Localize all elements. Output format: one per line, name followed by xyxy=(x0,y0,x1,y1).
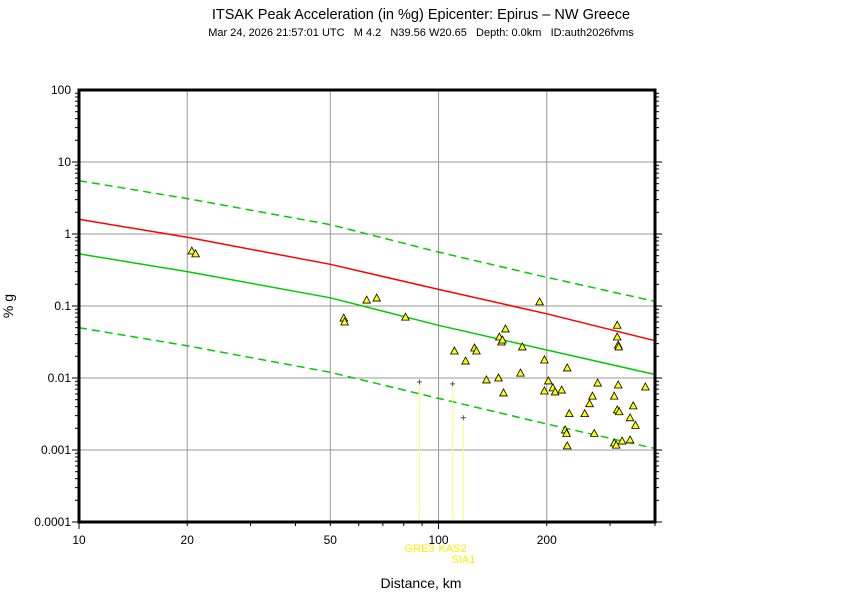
station-label: GRE3 xyxy=(404,543,434,555)
data-point xyxy=(612,320,622,329)
y-tick-label: 100 xyxy=(51,83,71,97)
station-label: SIA1 xyxy=(451,554,475,566)
data-point xyxy=(640,382,650,391)
data-point xyxy=(585,398,594,408)
data-point xyxy=(562,428,572,437)
data-point xyxy=(471,346,481,355)
model-line-3 xyxy=(78,326,656,450)
data-point xyxy=(543,376,553,385)
data-point xyxy=(400,312,410,321)
data-point xyxy=(497,335,507,344)
data-point xyxy=(481,375,491,384)
station-marker xyxy=(450,381,456,387)
x-tick-label: 200 xyxy=(537,533,557,547)
data-point xyxy=(515,368,525,377)
station-marker xyxy=(460,415,466,421)
data-point xyxy=(499,388,508,397)
data-point xyxy=(593,378,603,387)
data-point xyxy=(461,356,471,365)
model-line-0 xyxy=(78,218,656,342)
data-point xyxy=(539,386,549,395)
data-point xyxy=(628,401,638,410)
x-tick-label: 10 xyxy=(72,533,86,547)
y-tick-label: 0.1 xyxy=(54,299,71,313)
model-line-1 xyxy=(78,253,656,376)
data-point xyxy=(550,387,560,396)
y-tick-label: 0.01 xyxy=(48,371,72,385)
station-marker xyxy=(416,379,422,385)
data-point xyxy=(614,406,624,416)
data-point xyxy=(625,412,635,422)
data-point xyxy=(187,246,197,255)
data-point xyxy=(617,436,627,445)
data-point xyxy=(612,332,622,341)
x-tick-label: 20 xyxy=(181,533,195,547)
model-line-2 xyxy=(78,179,656,303)
data-point xyxy=(609,391,619,400)
x-tick-label: 100 xyxy=(429,533,449,547)
y-tick-label: 0.0001 xyxy=(34,515,71,529)
chart-title: ITSAK Peak Acceleration (in %g) Epicente… xyxy=(212,7,630,23)
chart-subtitle: Mar 24, 2026 21:57:01 UTC M 4.2 N39.56 W… xyxy=(208,27,634,39)
data-point xyxy=(517,342,527,351)
data-point xyxy=(372,293,382,302)
y-tick-label: 0.001 xyxy=(41,443,71,457)
data-point xyxy=(564,408,574,418)
data-point xyxy=(614,342,624,351)
data-point xyxy=(562,363,572,372)
y-tick-label: 10 xyxy=(58,155,72,169)
axis-ticks: 10 20 50 100 200 100 10 1 0.1 0.01 0.001 0.0001 xyxy=(34,83,662,547)
data-point xyxy=(613,380,623,389)
x-tick-label: 50 xyxy=(324,533,338,547)
x-axis-label: Distance, km xyxy=(381,575,462,591)
data-point xyxy=(191,249,201,258)
data-point xyxy=(562,441,572,450)
data-point xyxy=(587,391,597,400)
data-point xyxy=(611,440,621,449)
data-point xyxy=(589,428,599,437)
y-axis-label: % g xyxy=(0,294,16,318)
data-point xyxy=(631,420,640,429)
data-point xyxy=(449,346,459,355)
station-label: KAS2 xyxy=(438,543,466,555)
grid xyxy=(78,89,655,523)
data-point xyxy=(362,295,372,304)
y-tick-label: 1 xyxy=(64,227,71,241)
data-point xyxy=(580,408,590,418)
data-point xyxy=(539,355,549,364)
model-lines xyxy=(78,179,656,450)
data-point xyxy=(535,297,545,306)
data-point xyxy=(494,373,503,382)
data-point xyxy=(340,317,350,326)
data-point xyxy=(625,435,635,444)
data-point xyxy=(557,385,567,394)
data-points xyxy=(187,246,650,450)
data-point xyxy=(500,324,510,333)
